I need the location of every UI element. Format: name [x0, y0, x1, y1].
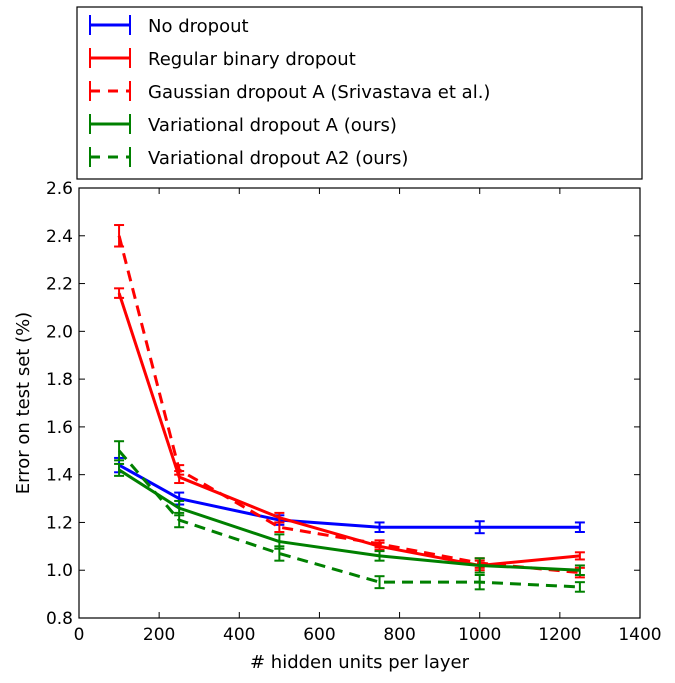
error-bar — [114, 287, 125, 299]
error-bar — [114, 224, 125, 248]
x-tick-label: 1200 — [538, 625, 581, 645]
legend: No dropout Regular binary dropout Gaussian… — [76, 6, 643, 180]
series-line — [118, 468, 580, 572]
legend-box — [76, 6, 643, 180]
legend-label: No dropout — [148, 16, 249, 37]
x-tick-label: 1400 — [618, 625, 661, 645]
series-4 — [114, 440, 585, 593]
x-tick-label: 800 — [383, 625, 415, 645]
series-line — [117, 449, 580, 589]
x-tick-label: 0 — [74, 625, 85, 645]
error-bar — [574, 521, 585, 533]
error-bar — [374, 550, 385, 562]
legend-label: Variational dropout A2 (ours) — [148, 148, 408, 169]
legend-entry: Variational dropout A2 (ours) — [89, 147, 408, 169]
legend-label: Gaussian dropout A (Srivastava et al.) — [148, 82, 490, 103]
plot-frame — [78, 187, 641, 619]
legend-entry: Variational dropout A (ours) — [89, 114, 397, 136]
y-tick-label: 1.0 — [46, 561, 73, 581]
y-tick-label: 1.6 — [46, 418, 73, 438]
error-bar — [474, 574, 485, 591]
x-tick-label: 200 — [143, 625, 175, 645]
plot-area — [114, 224, 585, 593]
y-axis-label: Error on test set (%) — [13, 312, 34, 494]
error-bar — [374, 539, 385, 549]
x-tick-label: 400 — [223, 625, 255, 645]
x-tick-label: 1000 — [458, 625, 501, 645]
error-bar — [474, 520, 485, 535]
y-tick-label: 1.4 — [46, 466, 73, 486]
legend-entry: No dropout — [89, 15, 249, 37]
error-bar — [174, 464, 185, 476]
y-tick-label: 2.0 — [46, 322, 73, 342]
error-bar — [274, 545, 285, 562]
error-bar — [574, 551, 585, 561]
error-bar — [474, 557, 485, 574]
series-line — [118, 463, 580, 529]
error-bar — [374, 521, 385, 533]
error-bar — [114, 462, 125, 477]
error-bar — [114, 440, 125, 462]
x-axis-label: # hidden units per layer — [250, 652, 470, 673]
y-tick-label: 1.8 — [46, 370, 73, 390]
error-bar — [574, 564, 585, 576]
y-tick-label: 1.2 — [46, 513, 73, 533]
series-line — [117, 235, 581, 575]
legend-entry: Gaussian dropout A (Srivastava et al.) — [89, 81, 490, 103]
legend-label: Variational dropout A (ours) — [148, 115, 397, 136]
error-bar — [574, 581, 585, 593]
legend-entry: Regular binary dropout — [89, 48, 356, 70]
x-tick-label: 600 — [303, 625, 335, 645]
y-tick-label: 2.6 — [46, 179, 73, 199]
error-bar — [274, 521, 285, 533]
y-tick-label: 0.8 — [46, 609, 73, 629]
error-bar — [174, 511, 185, 529]
error-bar — [374, 575, 385, 590]
y-tick-label: 2.2 — [46, 275, 73, 295]
y-tick-label: 2.4 — [46, 227, 73, 247]
axes: 0 200 400 600 800 1000 1200 1400 0.8 1.0 1.2 1.4 1.6… — [46, 179, 662, 645]
legend-label: Regular binary dropout — [148, 49, 356, 70]
series-3 — [114, 462, 585, 576]
